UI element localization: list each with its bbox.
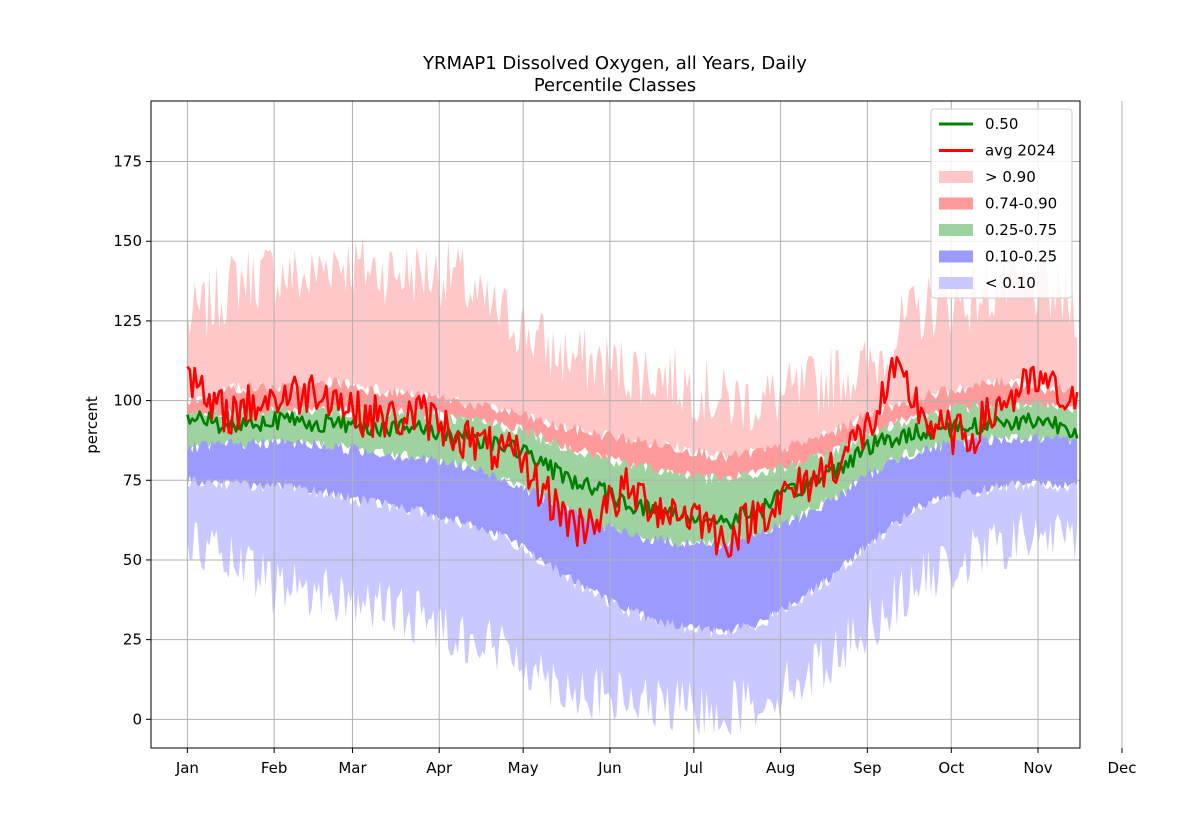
- legend-label: < 0.10: [985, 274, 1036, 292]
- x-tick-label: Nov: [1023, 759, 1052, 777]
- legend-label: > 0.90: [985, 168, 1036, 186]
- x-tick-label: Sep: [853, 759, 881, 777]
- plot-frame: [150, 100, 1081, 749]
- y-tick-label: 150: [113, 232, 142, 250]
- legend-label: 0.50: [985, 115, 1018, 133]
- x-tick-label: May: [508, 759, 539, 777]
- y-axis-label: percent: [83, 396, 101, 454]
- legend-patch-swatch: [939, 171, 973, 183]
- x-tick-label: Oct: [938, 759, 964, 777]
- chart-title: YRMAP1 Dissolved Oxygen, all Years, Dail…: [422, 53, 807, 74]
- y-tick-label: 75: [123, 471, 142, 489]
- y-tick-label: 100: [113, 392, 142, 410]
- chart-subtitle: Percentile Classes: [534, 75, 696, 96]
- y-tick-label: 50: [123, 551, 142, 569]
- x-tick-label: Apr: [426, 759, 453, 777]
- legend-label: 0.10-0.25: [985, 248, 1057, 266]
- legend-label: 0.25-0.75: [985, 221, 1057, 239]
- legend-patch-swatch: [939, 250, 973, 263]
- y-tick-label: 175: [113, 153, 142, 171]
- x-tick-label: Jun: [597, 759, 621, 777]
- series-line-1: [186, 356, 1079, 558]
- y-tick-label: 25: [123, 631, 142, 649]
- y-axis-ticks: 0 25 50 75 100 125 150 175: [113, 153, 151, 728]
- legend-label: 0.74-0.90: [985, 195, 1057, 213]
- series-lines: [186, 356, 1079, 558]
- band-0: [187, 237, 1078, 462]
- band-4: [187, 476, 1078, 735]
- y-tick-label: 125: [113, 312, 142, 330]
- x-tick-label: Feb: [261, 759, 288, 777]
- x-tick-label: Jul: [684, 759, 703, 777]
- legend-patch-swatch: [939, 277, 973, 289]
- legend: 0.50 avg 2024 > 0.90 0.74-0.90 0.25-0.75 0.10…: [930, 108, 1073, 299]
- y-tick-label: 0: [132, 710, 142, 728]
- x-axis-ticks: Jan Feb Mar Apr May Jun Jul Aug Sep Oct Nov Dec: [175, 748, 1136, 777]
- band-2: [187, 399, 1078, 549]
- band-3: [187, 433, 1078, 638]
- x-tick-label: Jan: [175, 759, 199, 777]
- legend-patch-swatch: [939, 197, 973, 210]
- x-tick-label: Aug: [766, 759, 795, 777]
- x-tick-label: Mar: [338, 759, 367, 777]
- legend-patch-swatch: [939, 224, 973, 236]
- x-tick-label: Dec: [1107, 759, 1136, 777]
- legend-label: avg 2024: [985, 142, 1056, 160]
